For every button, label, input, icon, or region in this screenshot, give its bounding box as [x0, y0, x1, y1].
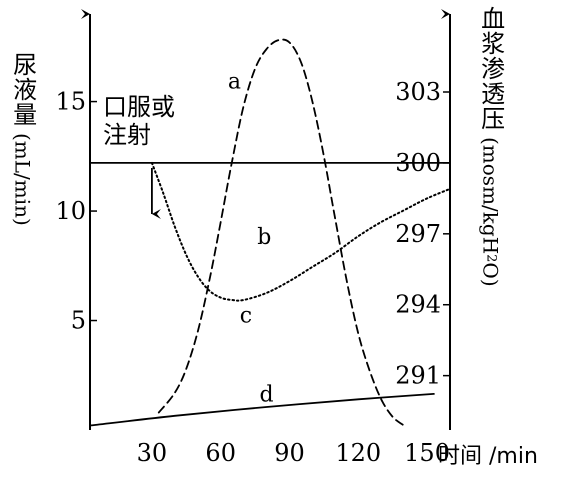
right-axis-label: 血浆渗透压 (mosm/kgH2O) [467, 6, 513, 287]
tick-labels: 30 60 90 120 150 5 10 15 291 294 297 300 303 a b c d [55, 69, 450, 467]
left-axis-label-chars: 尿液量 [8, 52, 37, 127]
x-tick-label: 90 [274, 439, 305, 467]
right-axis-unit-main: (mosm/kgH [478, 137, 503, 255]
left-axis-label: 尿液量 (mL/min) [2, 52, 42, 226]
right-y-tick-label: 297 [395, 220, 441, 248]
dose-annotation-line2: 注射 [103, 120, 151, 149]
right-y-tick-label: 291 [395, 362, 441, 390]
left-y-tick-label: 10 [55, 197, 86, 225]
right-axis-unit-end: O) [478, 262, 503, 287]
right-axis-label-chars: 血浆渗透压 [476, 6, 505, 131]
dose-annotation-line1: 口服或 [103, 93, 175, 121]
right-y-tick-label: 303 [395, 78, 441, 106]
series-c-line [150, 161, 451, 302]
curves [89, 38, 451, 427]
curve-label-b: b [257, 225, 271, 250]
x-tick-label: 30 [137, 439, 168, 467]
x-axis-label: 时间 /min [438, 444, 538, 469]
right-axis-label-unit: (mosm/kgH2O) [478, 137, 503, 287]
series-d-line [89, 393, 435, 427]
series-a-line [157, 38, 405, 427]
left-axis-label-unit: (mL/min) [10, 133, 35, 226]
right-y-tick-label: 294 [395, 291, 441, 319]
x-tick-label: 150 [404, 439, 450, 467]
curve-label-d: d [260, 383, 274, 408]
x-tick-label: 60 [205, 439, 236, 467]
axes [81, 9, 451, 430]
curve-label-c: c [240, 304, 252, 329]
left-y-tick-label: 15 [55, 88, 86, 116]
right-y-tick-label: 300 [395, 149, 441, 177]
left-y-tick-label: 5 [71, 307, 86, 335]
right-axis-unit-sub: 2 [483, 254, 499, 263]
dose-annotation: 口服或 注射 [103, 93, 175, 149]
curve-label-a: a [228, 69, 241, 94]
x-tick-label: 120 [335, 439, 381, 467]
